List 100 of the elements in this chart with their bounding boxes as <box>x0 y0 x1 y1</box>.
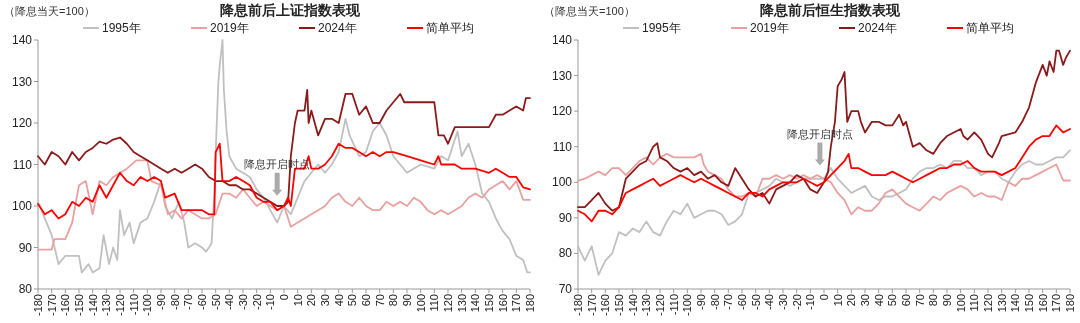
y-tick-label: 80 <box>558 246 573 261</box>
x-tick-label: -180 <box>572 294 584 317</box>
y-tick-label: 130 <box>551 68 573 83</box>
chart-title: 降息前后恒生指数表现 <box>760 2 901 18</box>
x-tick-label: 140 <box>469 294 482 313</box>
x-tick-label: 80 <box>387 294 400 307</box>
x-tick-label: 0 <box>818 294 830 301</box>
x-tick-label: -20 <box>250 294 263 310</box>
y-axis-title: （降息当天=100） <box>4 5 95 17</box>
x-tick-label: 110 <box>968 294 981 312</box>
legend-label: 2024年 <box>318 21 357 35</box>
x-tick-label: 110 <box>428 294 441 312</box>
x-tick-label: 130 <box>995 294 1008 313</box>
x-tick-label: 0 <box>278 294 290 301</box>
x-tick-label: -120 <box>114 294 126 317</box>
x-tick-label: 140 <box>1009 294 1022 313</box>
x-tick-label: 100 <box>954 294 967 313</box>
x-tick-label: -130 <box>100 294 113 317</box>
x-tick-label: 80 <box>927 294 940 307</box>
line-series <box>577 149 1071 276</box>
y-tick-label: 140 <box>551 33 573 47</box>
x-tick-label: -120 <box>654 294 666 317</box>
y-tick-label: 130 <box>11 74 33 89</box>
x-tick-label: -110 <box>667 294 680 316</box>
x-tick-label: -100 <box>141 294 154 317</box>
x-tick-label: 50 <box>886 294 899 307</box>
y-tick-label: 100 <box>11 199 33 213</box>
x-tick-label: -90 <box>695 294 707 310</box>
x-tick-label: -20 <box>790 294 803 310</box>
x-tick-label: -140 <box>86 294 99 317</box>
y-tick-label: 140 <box>11 33 33 47</box>
x-tick-label: 40 <box>872 294 885 307</box>
x-tick-label: -70 <box>182 294 195 310</box>
y-axis-title: （降息当天=100） <box>544 5 635 17</box>
x-tick-label: -70 <box>722 294 735 310</box>
legend-label: 2019年 <box>210 21 249 35</box>
legend-label: 简单平均 <box>966 21 1014 35</box>
y-tick-label: 90 <box>558 210 573 225</box>
x-tick-label: 10 <box>291 294 304 307</box>
x-tick-label: 60 <box>360 294 372 307</box>
x-tick-label: -160 <box>59 294 72 317</box>
line-series <box>37 142 531 220</box>
line-series <box>37 39 531 274</box>
y-tick-label: 120 <box>551 104 573 119</box>
y-tick-label: 110 <box>12 157 33 172</box>
x-tick-label: -50 <box>209 294 222 310</box>
x-tick-label: 20 <box>845 294 858 307</box>
x-tick-label: -100 <box>681 294 694 317</box>
x-tick-label: 20 <box>305 294 318 307</box>
y-tick-label: 90 <box>18 240 33 255</box>
x-tick-label: 30 <box>859 294 871 307</box>
x-tick-label: -30 <box>237 294 249 310</box>
x-tick-label: -30 <box>777 294 789 310</box>
x-tick-label: 60 <box>900 294 912 307</box>
x-tick-label: -10 <box>264 294 277 310</box>
x-tick-label: -110 <box>127 294 140 316</box>
line-series <box>37 88 531 207</box>
x-tick-label: 90 <box>941 294 953 307</box>
x-tick-label: 180 <box>524 294 536 313</box>
x-tick-label: -180 <box>32 294 44 317</box>
x-tick-label: 70 <box>373 294 386 307</box>
y-tick-label: 100 <box>551 175 573 190</box>
legend-label: 2024年 <box>858 21 897 35</box>
x-tick-label: -80 <box>708 294 721 310</box>
legend-label: 简单平均 <box>426 21 474 35</box>
x-tick-label: 150 <box>1023 294 1035 313</box>
x-tick-label: 170 <box>1050 294 1063 313</box>
legend-label: 2019年 <box>750 21 789 35</box>
x-tick-label: -40 <box>763 294 776 310</box>
y-tick-label: 120 <box>11 116 33 130</box>
x-tick-label: 40 <box>332 294 345 307</box>
x-tick-label: 180 <box>1064 294 1076 313</box>
line-series <box>577 49 1071 212</box>
legend-label: 1995年 <box>642 21 681 35</box>
x-tick-label: 160 <box>496 294 509 313</box>
x-tick-label: 160 <box>1036 294 1049 313</box>
chart-title: 降息前后上证指数表现 <box>220 2 361 18</box>
x-tick-label: -10 <box>804 294 817 310</box>
x-tick-label: 170 <box>510 294 523 313</box>
x-tick-label: 10 <box>831 294 844 307</box>
line-series <box>577 124 1071 223</box>
line-series <box>577 152 1071 216</box>
line-series <box>37 159 531 251</box>
x-tick-label: 90 <box>401 294 413 307</box>
x-tick-label: 30 <box>319 294 331 307</box>
x-tick-label: -60 <box>196 294 208 310</box>
x-tick-label: 70 <box>913 294 926 307</box>
x-tick-label: -140 <box>626 294 639 317</box>
x-tick-label: -40 <box>223 294 236 310</box>
x-tick-label: -50 <box>749 294 762 310</box>
x-tick-label: -90 <box>155 294 167 310</box>
x-tick-label: -80 <box>168 294 181 310</box>
x-tick-label: -150 <box>73 294 85 317</box>
x-tick-label: 100 <box>414 294 427 313</box>
x-tick-label: -160 <box>599 294 612 317</box>
legend-label: 1995年 <box>102 21 141 35</box>
x-tick-label: -130 <box>640 294 653 317</box>
x-tick-label: 150 <box>483 294 495 313</box>
x-tick-label: -150 <box>613 294 625 317</box>
x-tick-label: 120 <box>442 294 454 313</box>
